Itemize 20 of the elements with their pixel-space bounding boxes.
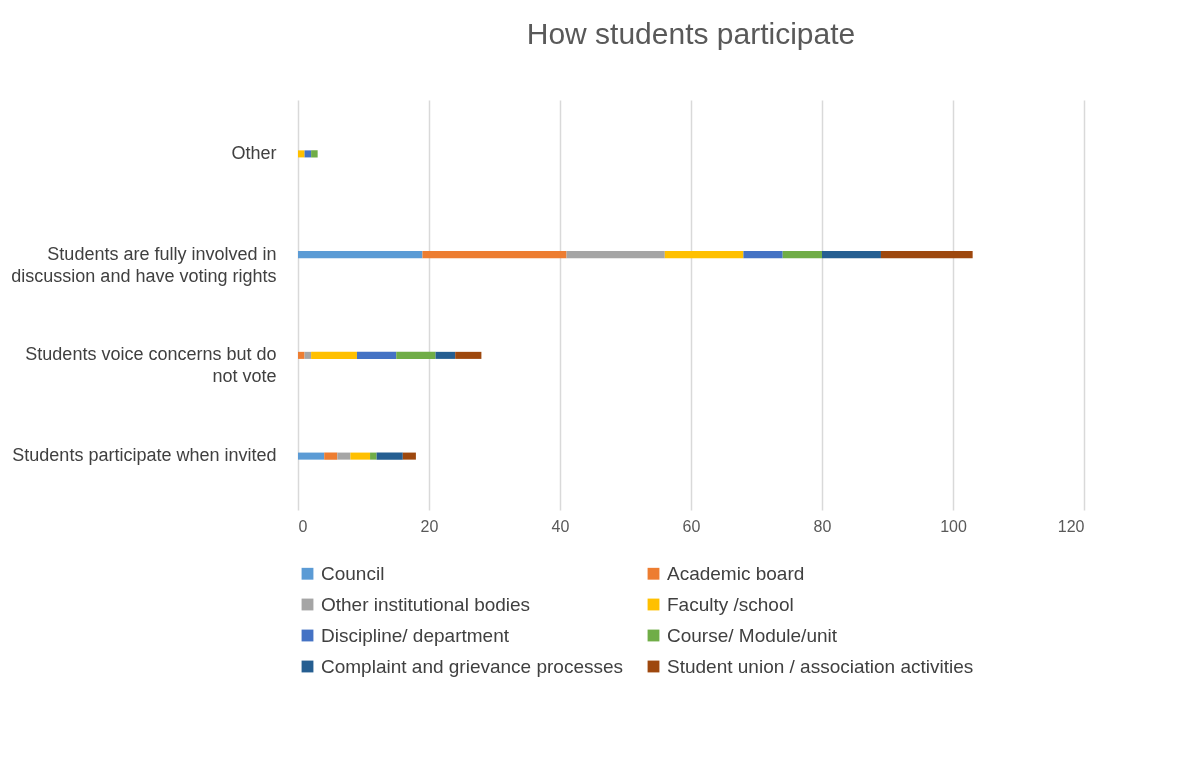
legend-label: Complaint and grievance processes xyxy=(321,655,624,677)
legend-label: Faculty /school xyxy=(667,593,794,615)
legend-label: Student union / association activities xyxy=(667,655,974,677)
y-tick-label: Students voice concerns but do not vote xyxy=(25,344,277,387)
x-tick-label: 0 xyxy=(298,517,308,535)
chart-title: How students participate xyxy=(526,17,856,50)
y-tick-label: Other xyxy=(231,142,277,163)
legend-label: Course/ Module/unit xyxy=(667,624,838,646)
legend-label: Academic board xyxy=(667,562,805,584)
legend-label: Discipline/ department xyxy=(321,624,510,646)
legend-label: Council xyxy=(321,562,385,584)
legend-label: Other institutional bodies xyxy=(321,593,531,615)
y-tick-label: Students participate when invited xyxy=(12,445,277,466)
x-tick-label: 40 xyxy=(551,517,570,535)
x-tick-label: 80 xyxy=(813,517,832,535)
x-tick-label: 60 xyxy=(682,517,701,535)
y-tick-label: Students are fully involved in discussion and have voting rights xyxy=(11,243,277,286)
x-tick-label: 100 xyxy=(940,517,967,535)
x-tick-label: 20 xyxy=(420,517,439,535)
x-tick-label: 120 xyxy=(1057,517,1085,535)
